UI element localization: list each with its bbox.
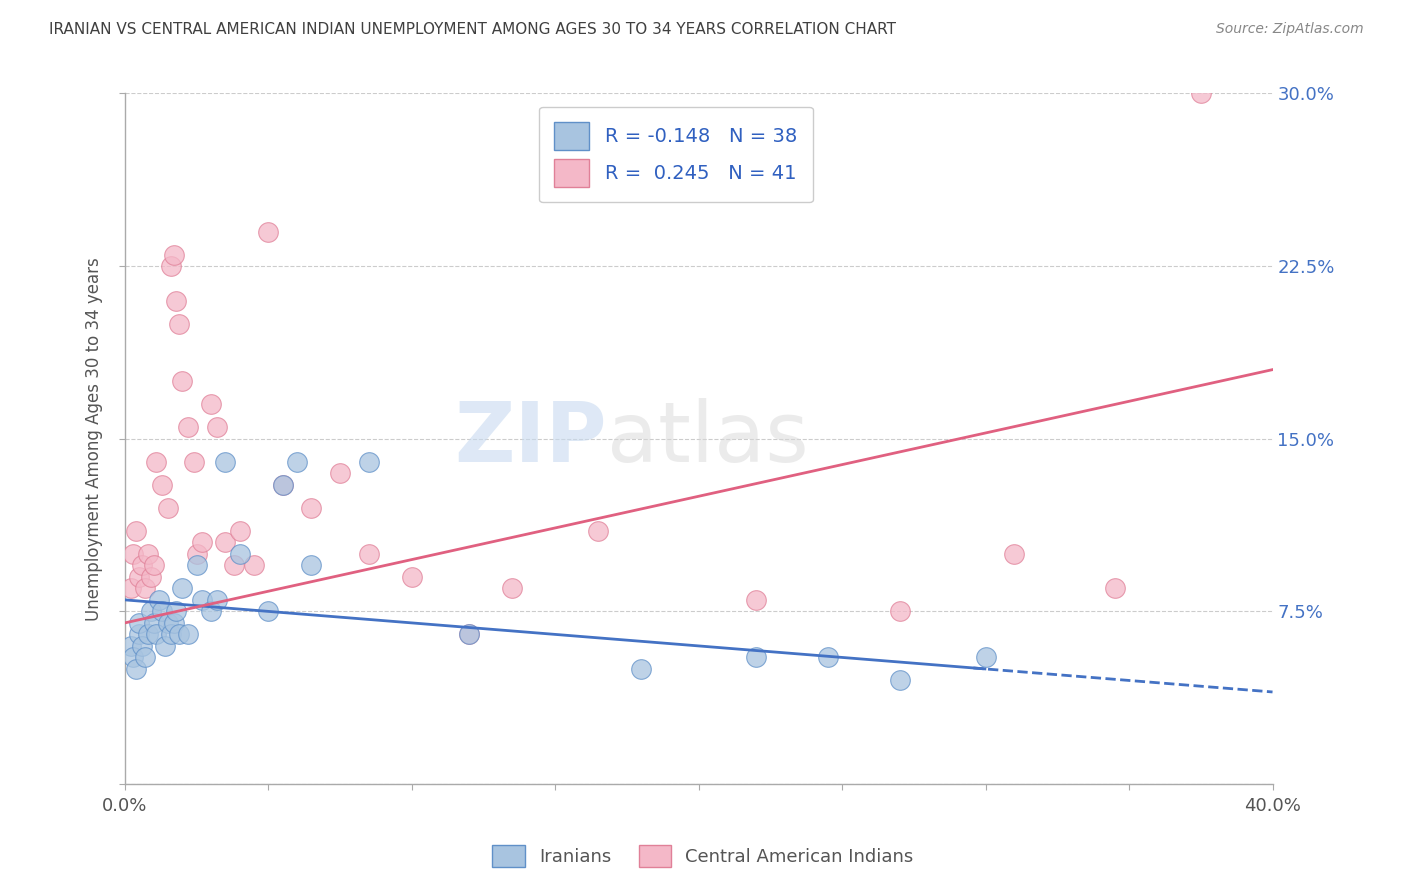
Point: [177, 420, 200, 434]
Point: [172, 374, 194, 388]
Point: [458, 627, 481, 641]
Y-axis label: Unemployment Among Ages 30 to 34 years: Unemployment Among Ages 30 to 34 years: [86, 257, 103, 621]
Point: [214, 455, 236, 469]
Point: [228, 547, 250, 561]
Point: [1002, 547, 1025, 561]
Point: [128, 615, 150, 630]
Point: [159, 259, 181, 273]
Point: [401, 570, 423, 584]
Point: [501, 582, 523, 596]
Point: [299, 558, 322, 573]
Point: [243, 558, 266, 573]
Point: [817, 650, 839, 665]
Point: [172, 582, 194, 596]
Point: [150, 604, 173, 618]
Point: [142, 615, 165, 630]
Point: [177, 627, 200, 641]
Point: [271, 477, 294, 491]
Point: [136, 547, 159, 561]
Point: [1189, 87, 1212, 101]
Point: [889, 673, 911, 688]
Point: [299, 500, 322, 515]
Point: [186, 558, 208, 573]
Point: [200, 604, 222, 618]
Point: [148, 593, 170, 607]
Text: IRANIAN VS CENTRAL AMERICAN INDIAN UNEMPLOYMENT AMONG AGES 30 TO 34 YEARS CORREL: IRANIAN VS CENTRAL AMERICAN INDIAN UNEMP…: [49, 22, 896, 37]
Point: [222, 558, 245, 573]
Point: [125, 524, 148, 538]
Point: [162, 247, 184, 261]
Text: atlas: atlas: [607, 398, 808, 479]
Point: [145, 627, 167, 641]
Point: [156, 500, 179, 515]
Point: [271, 477, 294, 491]
Text: Source: ZipAtlas.com: Source: ZipAtlas.com: [1216, 22, 1364, 37]
Point: [285, 455, 308, 469]
Point: [159, 627, 181, 641]
Point: [122, 650, 145, 665]
Point: [228, 524, 250, 538]
Point: [974, 650, 997, 665]
Point: [745, 650, 768, 665]
Point: [200, 397, 222, 411]
Point: [156, 615, 179, 630]
Point: [186, 547, 208, 561]
Point: [120, 582, 142, 596]
Point: [139, 604, 162, 618]
Text: ZIP: ZIP: [454, 398, 607, 479]
Point: [357, 455, 380, 469]
Point: [134, 582, 156, 596]
Point: [131, 558, 153, 573]
Point: [257, 604, 280, 618]
Point: [166, 604, 188, 618]
Point: [134, 650, 156, 665]
Point: [1104, 582, 1126, 596]
Point: [214, 535, 236, 549]
Point: [142, 558, 165, 573]
Point: [166, 293, 188, 308]
Legend: Iranians, Central American Indians: Iranians, Central American Indians: [485, 838, 921, 874]
Point: [586, 524, 609, 538]
Point: [145, 455, 167, 469]
Point: [125, 662, 148, 676]
Point: [136, 627, 159, 641]
Point: [128, 627, 150, 641]
Point: [131, 639, 153, 653]
Point: [162, 615, 184, 630]
Point: [191, 593, 214, 607]
Point: [205, 420, 228, 434]
Point: [169, 627, 191, 641]
Point: [153, 639, 176, 653]
Point: [120, 639, 142, 653]
Point: [630, 662, 652, 676]
Legend: R = -0.148   N = 38, R =  0.245   N = 41: R = -0.148 N = 38, R = 0.245 N = 41: [538, 106, 813, 202]
Point: [205, 593, 228, 607]
Point: [150, 477, 173, 491]
Point: [329, 467, 352, 481]
Point: [889, 604, 911, 618]
Point: [122, 547, 145, 561]
Point: [128, 570, 150, 584]
Point: [257, 225, 280, 239]
Point: [169, 317, 191, 331]
Point: [745, 593, 768, 607]
Point: [357, 547, 380, 561]
Point: [183, 455, 205, 469]
Point: [458, 627, 481, 641]
Point: [139, 570, 162, 584]
Point: [191, 535, 214, 549]
